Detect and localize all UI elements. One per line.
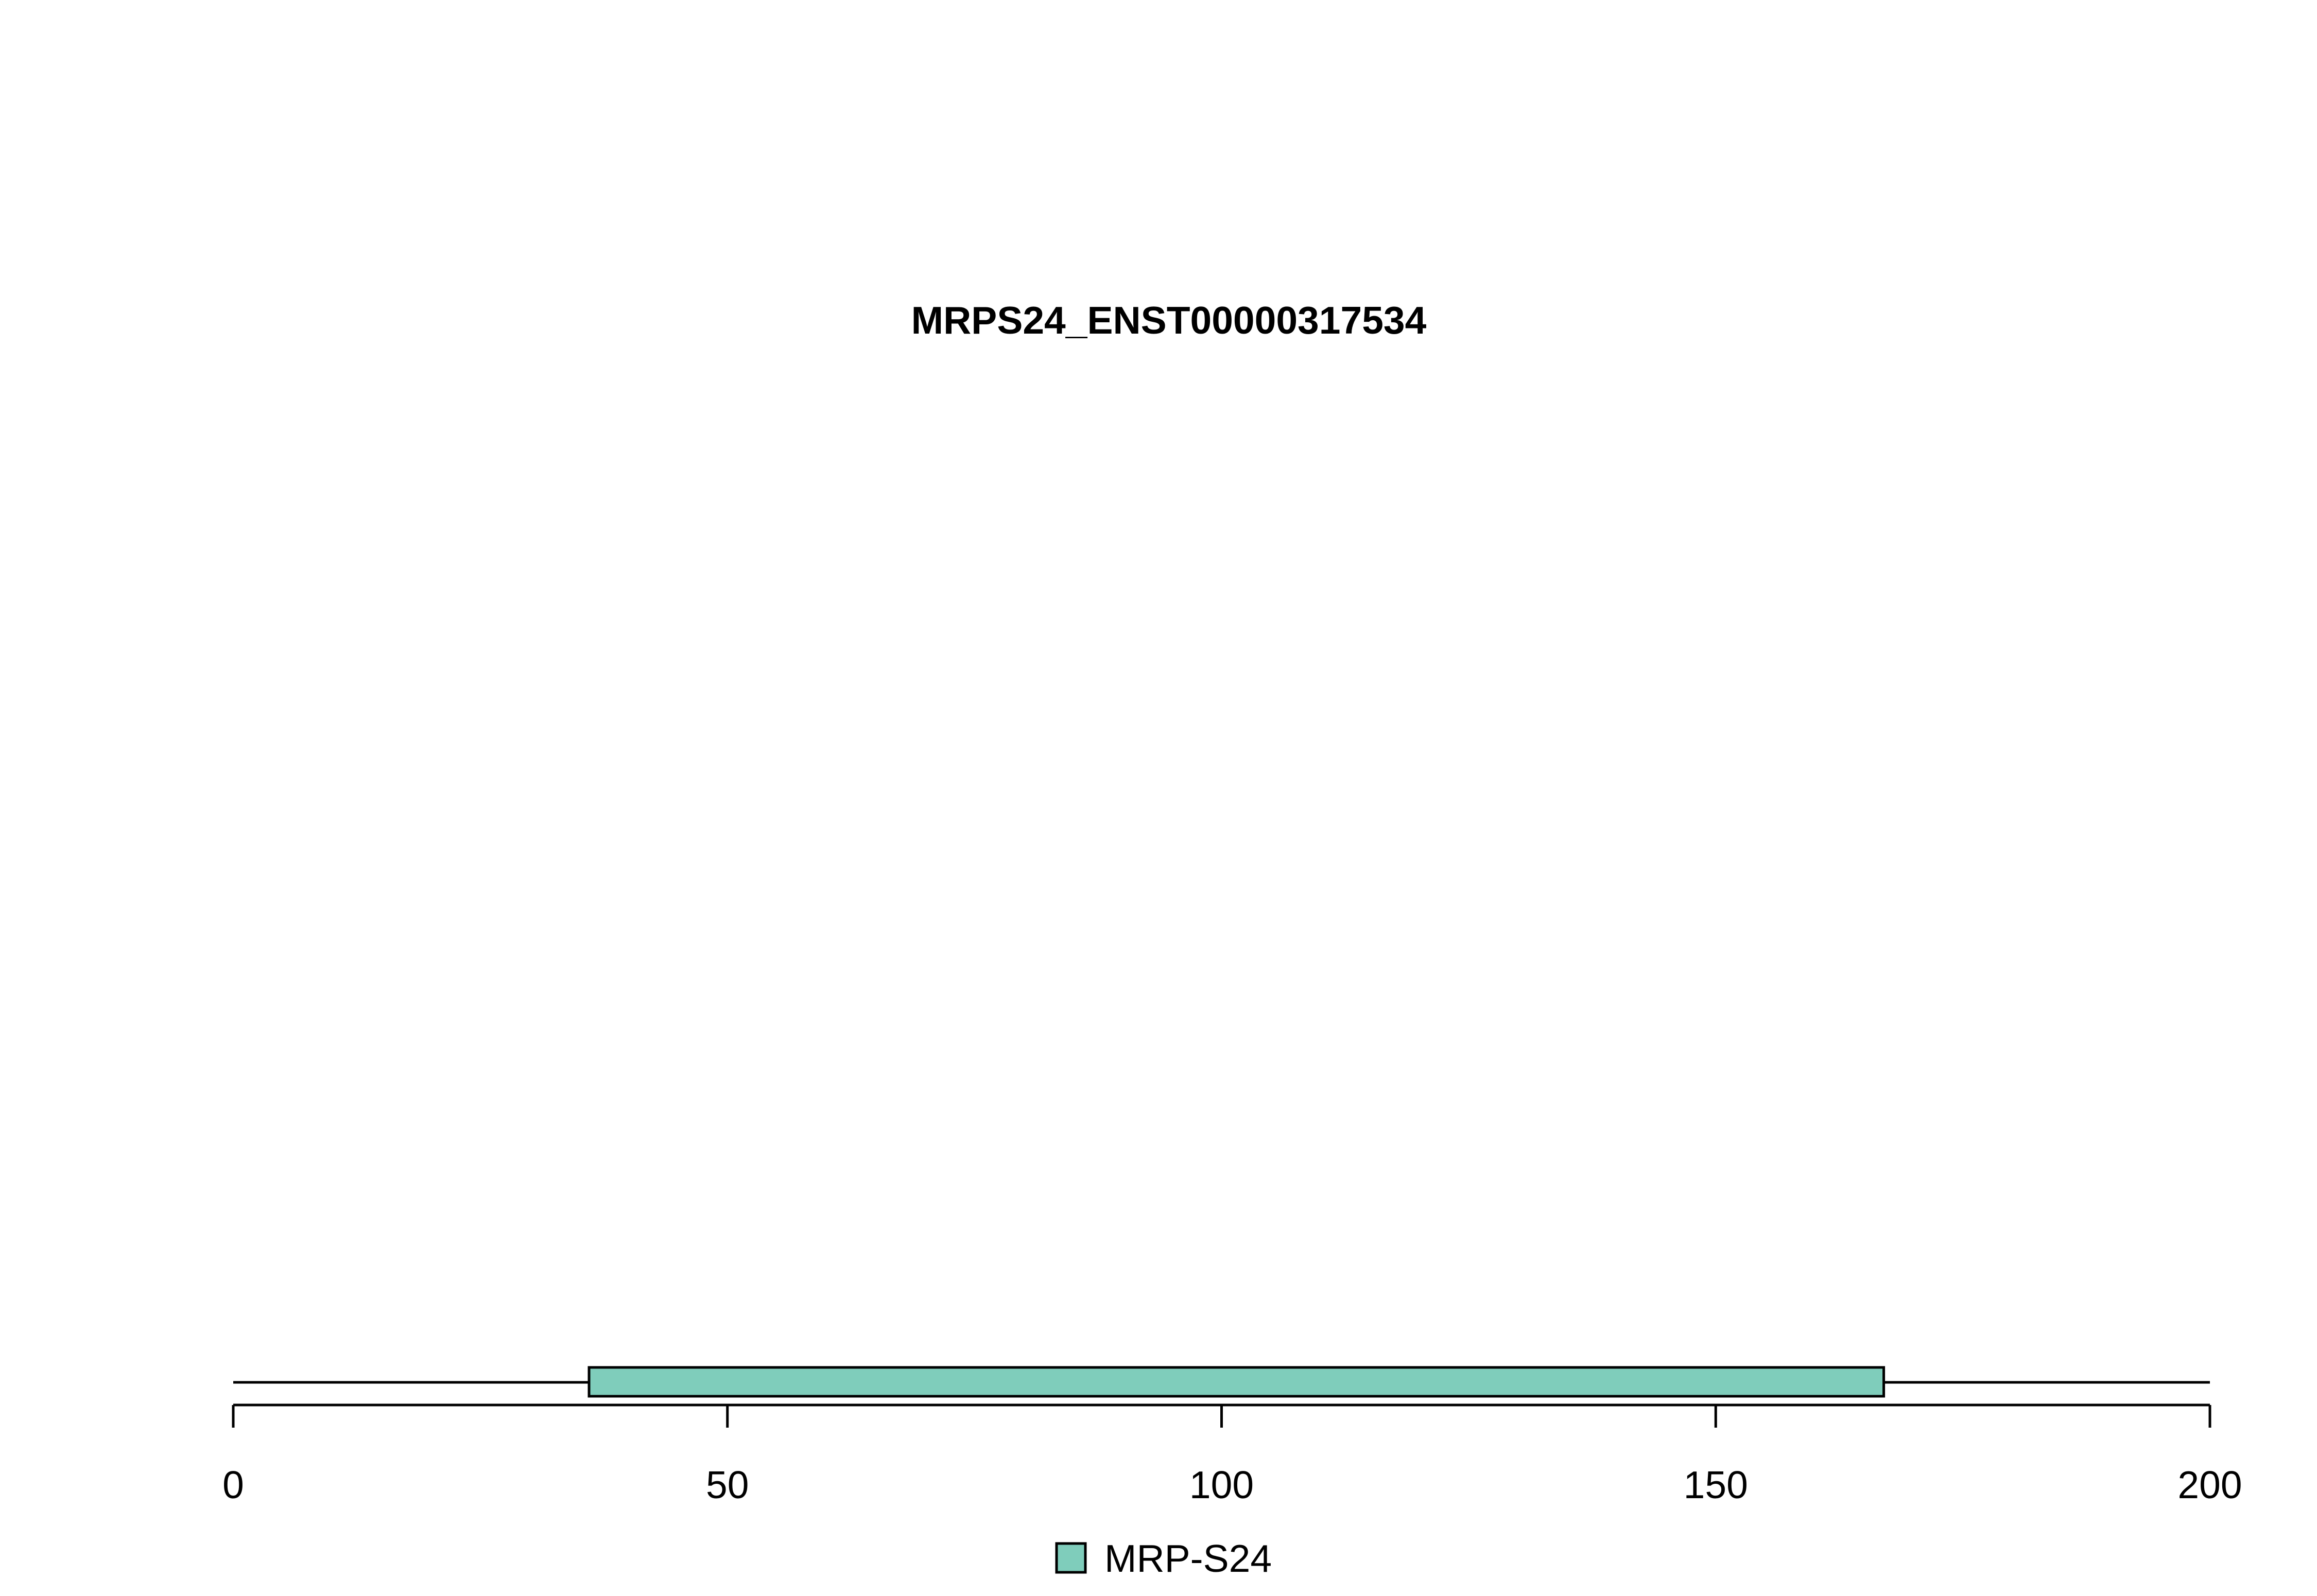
x-axis-ticks: 0 50 100 150 200 xyxy=(222,1405,2242,1506)
x-tick-label: 50 xyxy=(706,1463,749,1506)
x-tick-label: 0 xyxy=(222,1463,244,1506)
legend-label-mrp-s24: MRP-S24 xyxy=(1104,1537,1272,1580)
domain-layer xyxy=(587,1366,1886,1398)
x-tick-label: 200 xyxy=(2177,1463,2242,1506)
domain-bar-mrp-s24 xyxy=(587,1366,1886,1398)
legend: MRP-S24 xyxy=(1055,1537,1272,1580)
x-axis: 0 50 100 150 200 xyxy=(222,1403,2242,1506)
plot-area xyxy=(233,1366,2210,1398)
legend-swatch-mrp-s24 xyxy=(1055,1542,1087,1574)
x-tick-label: 150 xyxy=(1684,1463,1748,1506)
x-tick-label: 100 xyxy=(1189,1463,1254,1506)
chart-title: MRPS24_ENST00000317534 xyxy=(911,299,1427,342)
